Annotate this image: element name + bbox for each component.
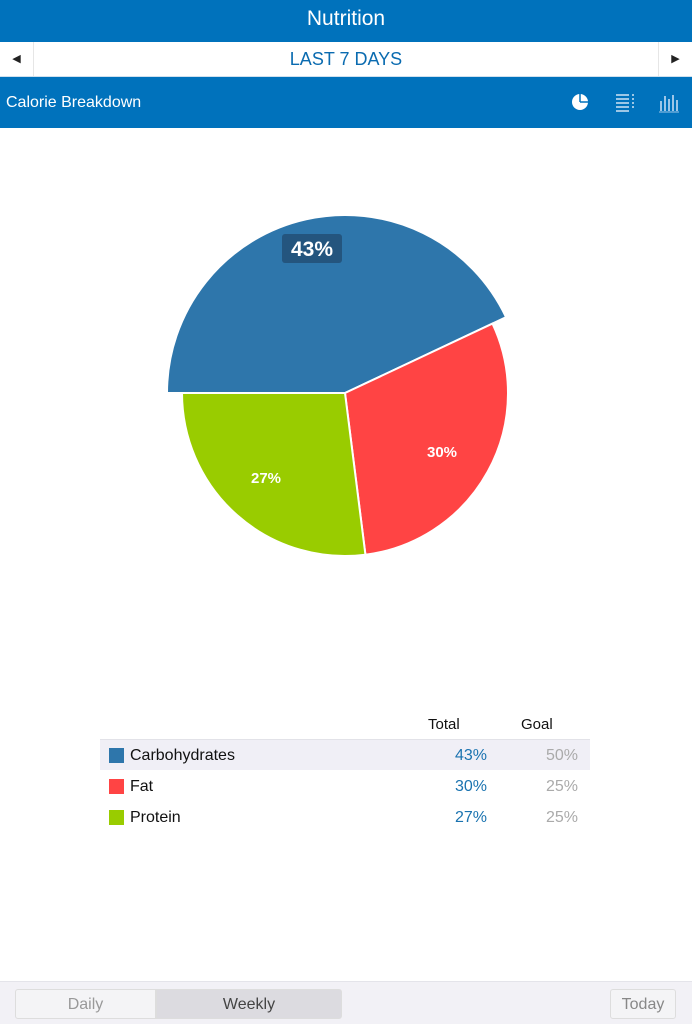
list-icon[interactable] — [613, 91, 637, 113]
pie-slice-protein[interactable] — [180, 392, 367, 557]
total-header: Total — [428, 716, 460, 733]
selected-label-box — [282, 234, 342, 263]
table-row[interactable]: Carbohydrates 43% 50% — [100, 739, 590, 770]
pie-slice-fat[interactable] — [343, 322, 509, 556]
footer-toolbar: Daily Weekly Today — [0, 981, 692, 1024]
app-title: Nutrition — [0, 0, 692, 42]
slice-label: 43% — [291, 238, 333, 261]
slice-label: 30% — [427, 444, 457, 461]
goal-value: 25% — [545, 778, 578, 795]
goal-header: Goal — [521, 716, 553, 733]
pie-chart-icon[interactable] — [568, 91, 592, 113]
nutrient-name: Fat — [130, 778, 154, 795]
date-navigator: ◀ LAST 7 DAYS ▶ — [0, 42, 692, 77]
total-value: 43% — [454, 747, 487, 764]
goal-value: 50% — [545, 747, 578, 764]
pie-chart: 43% 30% 27% — [165, 214, 509, 557]
table-row[interactable]: Fat 30% 25% — [100, 771, 590, 802]
bar-chart-icon[interactable] — [657, 91, 681, 113]
color-swatch — [109, 748, 124, 763]
nutrient-name: Carbohydrates — [130, 747, 235, 764]
pie-slice-carbohydrates[interactable] — [165, 214, 508, 394]
slice-label: 27% — [251, 470, 281, 487]
daily-tab[interactable]: Daily — [15, 989, 156, 1019]
weekly-tab[interactable]: Weekly — [156, 989, 342, 1019]
total-value: 30% — [454, 778, 487, 795]
section-title: Calorie Breakdown — [6, 94, 142, 111]
total-value: 27% — [454, 809, 487, 826]
color-swatch — [109, 810, 124, 825]
goal-value: 25% — [545, 809, 578, 826]
today-button[interactable]: Today — [610, 989, 676, 1019]
table-row[interactable]: Protein 27% 25% — [100, 802, 590, 833]
previous-period-button[interactable]: ◀ — [0, 42, 34, 76]
section-header: Calorie Breakdown — [0, 77, 692, 128]
nutrient-name: Protein — [130, 809, 181, 826]
color-swatch — [109, 779, 124, 794]
next-period-button[interactable]: ▶ — [658, 42, 692, 76]
period-label[interactable]: LAST 7 DAYS — [289, 49, 403, 69]
